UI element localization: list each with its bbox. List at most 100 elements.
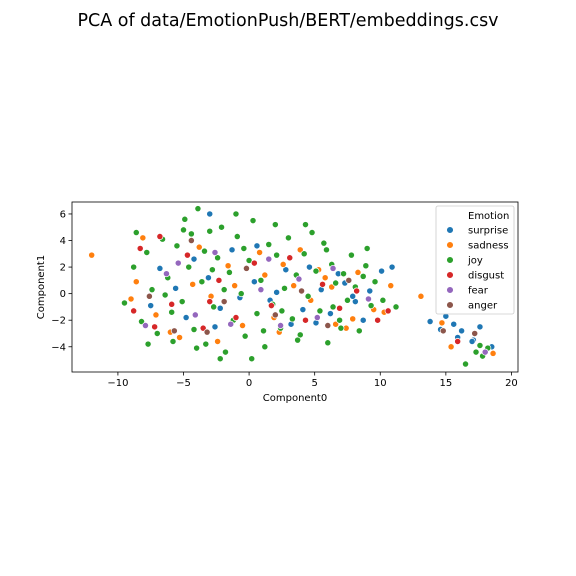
x-tick-label: 15 (439, 378, 452, 389)
point-sadness (239, 322, 246, 329)
point-joy (248, 355, 256, 363)
point-joy (178, 298, 186, 306)
point-joy (180, 226, 187, 234)
point-fear (295, 275, 303, 283)
point-sadness (438, 319, 446, 327)
point-sadness (489, 349, 497, 357)
point-surprise (228, 246, 236, 254)
point-joy (161, 291, 169, 299)
series-disgust (130, 233, 462, 345)
point-joy (216, 355, 224, 363)
point-joy (220, 286, 228, 294)
legend-label-fear: fear (468, 286, 489, 297)
point-surprise (366, 287, 374, 295)
point-joy (367, 302, 375, 310)
y-tick-label: 2 (60, 263, 66, 274)
point-sadness (152, 311, 160, 319)
point-joy (249, 217, 257, 225)
x-tick-label: 5 (311, 378, 317, 389)
point-sadness (321, 274, 329, 282)
point-surprise (250, 278, 258, 286)
point-sadness (387, 282, 395, 290)
point-joy (347, 251, 355, 259)
point-joy (265, 241, 273, 248)
point-surprise (172, 284, 180, 292)
point-disgust (156, 233, 164, 240)
point-disgust (206, 298, 214, 306)
point-surprise (299, 306, 307, 314)
y-axis-ticks: −4 −2 0 2 4 6 (51, 209, 72, 353)
point-sadness (279, 260, 287, 268)
point-anger (439, 327, 447, 335)
y-tick-label: −2 (51, 316, 66, 327)
point-fear (265, 255, 273, 263)
point-joy (218, 223, 225, 231)
point-disgust (130, 307, 138, 315)
point-joy (222, 348, 229, 356)
point-fear (211, 249, 219, 256)
point-disgust (454, 338, 462, 345)
point-disgust (353, 287, 361, 295)
point-sadness (261, 271, 269, 279)
point-joy (363, 245, 371, 252)
point-surprise (468, 338, 476, 345)
point-fear (481, 348, 489, 356)
x-tick-label: 0 (246, 378, 252, 389)
legend-title: Emotion (468, 211, 509, 222)
point-sadness (176, 334, 184, 341)
point-joy (233, 233, 241, 240)
point-joy (193, 344, 201, 352)
chart-title: PCA of data/EmotionPush/BERT/embeddings.… (77, 11, 498, 31)
point-fear (174, 259, 182, 267)
x-axis-ticks: −10 −5 0 5 10 15 20 (107, 372, 518, 389)
legend-label-disgust: disgust (468, 271, 504, 282)
x-tick-label: 10 (374, 378, 387, 389)
y-tick-label: −4 (51, 342, 66, 353)
point-sadness (88, 251, 96, 259)
point-sadness (290, 282, 298, 290)
point-surprise (147, 302, 155, 310)
series-anger (145, 237, 479, 337)
point-joy (187, 230, 195, 238)
point-surprise (204, 274, 212, 282)
point-anger (220, 298, 228, 306)
point-fear (277, 322, 285, 329)
point-fear (313, 314, 321, 321)
legend-marker-fear (446, 286, 454, 294)
point-anger (324, 322, 332, 329)
point-joy (261, 343, 269, 351)
point-anger (243, 264, 250, 272)
point-joy (210, 303, 218, 311)
point-joy (355, 327, 363, 335)
point-surprise (476, 323, 484, 331)
point-joy (201, 247, 208, 255)
point-joy (288, 315, 296, 323)
point-sadness (256, 249, 264, 256)
legend-box (435, 205, 515, 315)
point-joy (206, 227, 214, 235)
point-joy (476, 341, 484, 349)
point-disgust (286, 254, 294, 262)
point-disgust (267, 302, 275, 310)
point-joy (121, 299, 128, 307)
point-joy (132, 229, 140, 236)
point-joy (273, 251, 281, 259)
point-joy (144, 340, 152, 348)
point-joy (168, 308, 176, 316)
series-fear (142, 249, 489, 356)
point-joy (294, 336, 302, 344)
point-joy (308, 229, 316, 236)
point-joy (202, 340, 210, 348)
point-joy (232, 210, 240, 218)
point-surprise (190, 255, 198, 263)
point-sadness (195, 243, 203, 251)
point-surprise (458, 327, 466, 335)
point-joy (302, 221, 309, 229)
point-surprise (253, 242, 261, 250)
point-sadness (354, 268, 362, 276)
point-anger (345, 276, 353, 284)
point-joy (185, 263, 193, 271)
point-sadness (447, 343, 455, 351)
point-surprise (388, 263, 396, 271)
